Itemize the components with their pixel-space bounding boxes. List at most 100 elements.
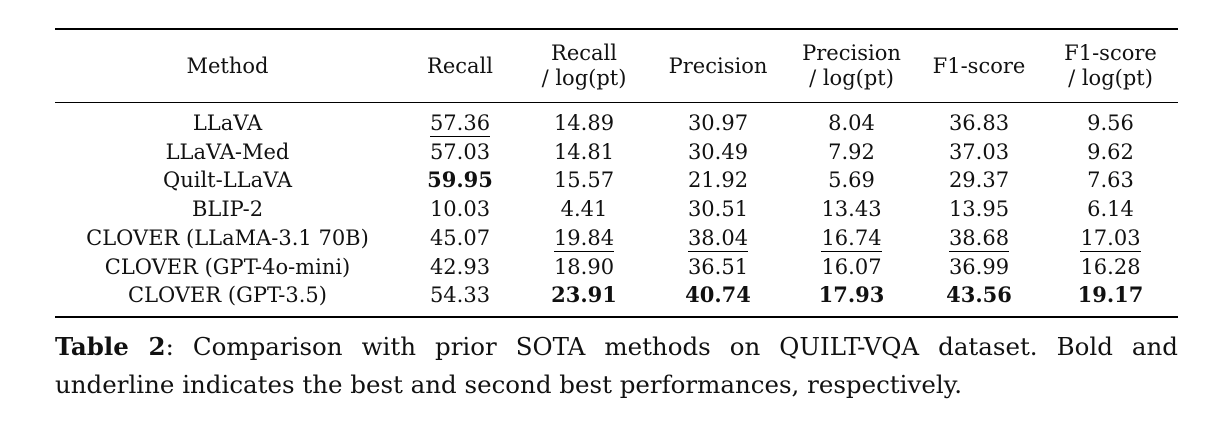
method-cell: BLIP-2 — [191, 197, 264, 222]
table-row: Quilt-LLaVA 59.95 15.57 21.92 5.69 29.37 7.63 — [55, 166, 1178, 195]
value-cell: 19.84 — [520, 224, 648, 253]
header-row: Method Recall Recall / log(pt) Precision … — [55, 29, 1178, 103]
value-text: 30.97 — [687, 111, 749, 135]
value-cell: 17.93 — [788, 281, 915, 317]
value-text: 7.63 — [1087, 168, 1134, 193]
value-text: 40.74 — [685, 282, 751, 308]
value-cell: 10.03 — [400, 195, 520, 224]
value-text: 7.92 — [828, 139, 875, 164]
value-text: 30.49 — [687, 139, 749, 164]
value-text: 19.84 — [553, 225, 615, 252]
value-cell: 17.03 — [1043, 224, 1178, 253]
header-precision: Precision — [668, 53, 768, 78]
value-cell: 42.93 — [400, 253, 520, 282]
value-text: 4.41 — [560, 197, 608, 222]
value-cell: 38.68 — [915, 224, 1043, 253]
value-cell: 19.17 — [1043, 281, 1178, 317]
value-text: 17.93 — [818, 282, 885, 308]
method-cell: CLOVER (GPT-4o-mini) — [104, 254, 351, 279]
value-cell: 7.92 — [788, 138, 915, 167]
value-cell: 36.83 — [915, 103, 1043, 138]
value-cell: 36.51 — [648, 253, 788, 282]
value-text: 5.69 — [828, 168, 875, 193]
header-f1-log: F1-score / log(pt) — [1064, 41, 1157, 90]
value-text: 54.33 — [429, 283, 491, 308]
value-cell: 30.97 — [648, 103, 788, 138]
value-text: 29.37 — [948, 168, 1010, 193]
value-text: 38.04 — [687, 225, 749, 252]
value-cell: 14.89 — [520, 103, 648, 138]
header-recall-log: Recall / log(pt) — [541, 41, 627, 90]
value-text: 9.56 — [1087, 111, 1134, 135]
value-text: 42.93 — [429, 254, 491, 279]
method-cell: LLaVA-Med — [165, 139, 290, 164]
table-row: CLOVER (GPT-3.5) 54.33 23.91 40.74 17.93 43.5… — [55, 281, 1178, 317]
value-cell: 16.07 — [788, 253, 915, 282]
value-cell: 40.74 — [648, 281, 788, 317]
value-text: 45.07 — [429, 225, 491, 250]
value-cell: 59.95 — [400, 166, 520, 195]
value-cell: 8.04 — [788, 103, 915, 138]
value-cell: 43.56 — [915, 281, 1043, 317]
value-cell: 13.43 — [788, 195, 915, 224]
value-cell: 15.57 — [520, 166, 648, 195]
value-cell: 38.04 — [648, 224, 788, 253]
header-method: Method — [186, 53, 269, 78]
value-text: 17.03 — [1080, 225, 1141, 252]
value-text: 23.91 — [551, 282, 617, 308]
value-text: 16.07 — [821, 254, 882, 279]
value-cell: 45.07 — [400, 224, 520, 253]
value-text: 36.83 — [948, 111, 1010, 135]
value-cell: 16.28 — [1043, 253, 1178, 282]
value-cell: 5.69 — [788, 166, 915, 195]
table-header: Method Recall Recall / log(pt) Precision … — [55, 29, 1178, 103]
value-cell: 37.03 — [915, 138, 1043, 167]
value-cell: 30.49 — [648, 138, 788, 167]
value-cell: 36.99 — [915, 253, 1043, 282]
value-text: 13.95 — [948, 197, 1010, 222]
value-cell: 13.95 — [915, 195, 1043, 224]
value-text: 38.68 — [948, 225, 1010, 252]
value-text: 6.14 — [1087, 197, 1134, 222]
table-container: Method Recall Recall / log(pt) Precision … — [55, 28, 1178, 404]
value-text: 13.43 — [821, 197, 882, 222]
value-cell: 6.14 — [1043, 195, 1178, 224]
value-text: 37.03 — [948, 139, 1010, 164]
method-cell: Quilt-LLaVA — [162, 168, 293, 193]
results-table: Method Recall Recall / log(pt) Precision … — [55, 28, 1178, 318]
value-text: 14.89 — [553, 111, 615, 135]
value-text: 10.03 — [429, 197, 491, 222]
value-text: 18.90 — [553, 254, 615, 279]
value-cell: 16.74 — [788, 224, 915, 253]
method-cell: CLOVER (GPT-3.5) — [128, 283, 327, 308]
table-caption: Table 2: Comparison with prior SOTA meth… — [55, 328, 1178, 404]
value-text: 43.56 — [946, 282, 1012, 308]
header-recall: Recall — [427, 53, 493, 78]
value-text: 8.04 — [828, 111, 875, 135]
value-cell: 4.41 — [520, 195, 648, 224]
value-text: 57.36 — [429, 111, 491, 137]
value-text: 21.92 — [687, 168, 749, 193]
value-cell: 29.37 — [915, 166, 1043, 195]
value-text: 15.57 — [553, 168, 615, 193]
value-cell: 18.90 — [520, 253, 648, 282]
table-row: LLaVA 57.36 14.89 30.97 8.04 36.83 9.56 — [55, 103, 1178, 138]
value-text: 16.74 — [821, 225, 882, 252]
caption-text: : Comparison with prior SOTA methods on … — [55, 331, 1178, 399]
header-f1: F1-score — [932, 53, 1026, 78]
value-cell: 30.51 — [648, 195, 788, 224]
caption-label: Table 2 — [55, 331, 166, 361]
table-row: CLOVER (LLaMA-3.1 70B) 45.07 19.84 38.04 16.… — [55, 224, 1178, 253]
value-text: 19.17 — [1077, 282, 1144, 308]
value-cell: 7.63 — [1043, 166, 1178, 195]
table-body: LLaVA 57.36 14.89 30.97 8.04 36.83 9.56 LLaVA-M… — [55, 103, 1178, 317]
table-row: CLOVER (GPT-4o-mini) 42.93 18.90 36.51 16.07… — [55, 253, 1178, 282]
value-cell: 21.92 — [648, 166, 788, 195]
value-cell: 57.36 — [400, 103, 520, 138]
method-cell: CLOVER (LLaMA-3.1 70B) — [86, 225, 369, 250]
value-text: 57.03 — [429, 139, 491, 164]
value-cell: 14.81 — [520, 138, 648, 167]
value-cell: 9.56 — [1043, 103, 1178, 138]
value-text: 36.99 — [948, 254, 1010, 279]
value-text: 14.81 — [553, 139, 615, 164]
